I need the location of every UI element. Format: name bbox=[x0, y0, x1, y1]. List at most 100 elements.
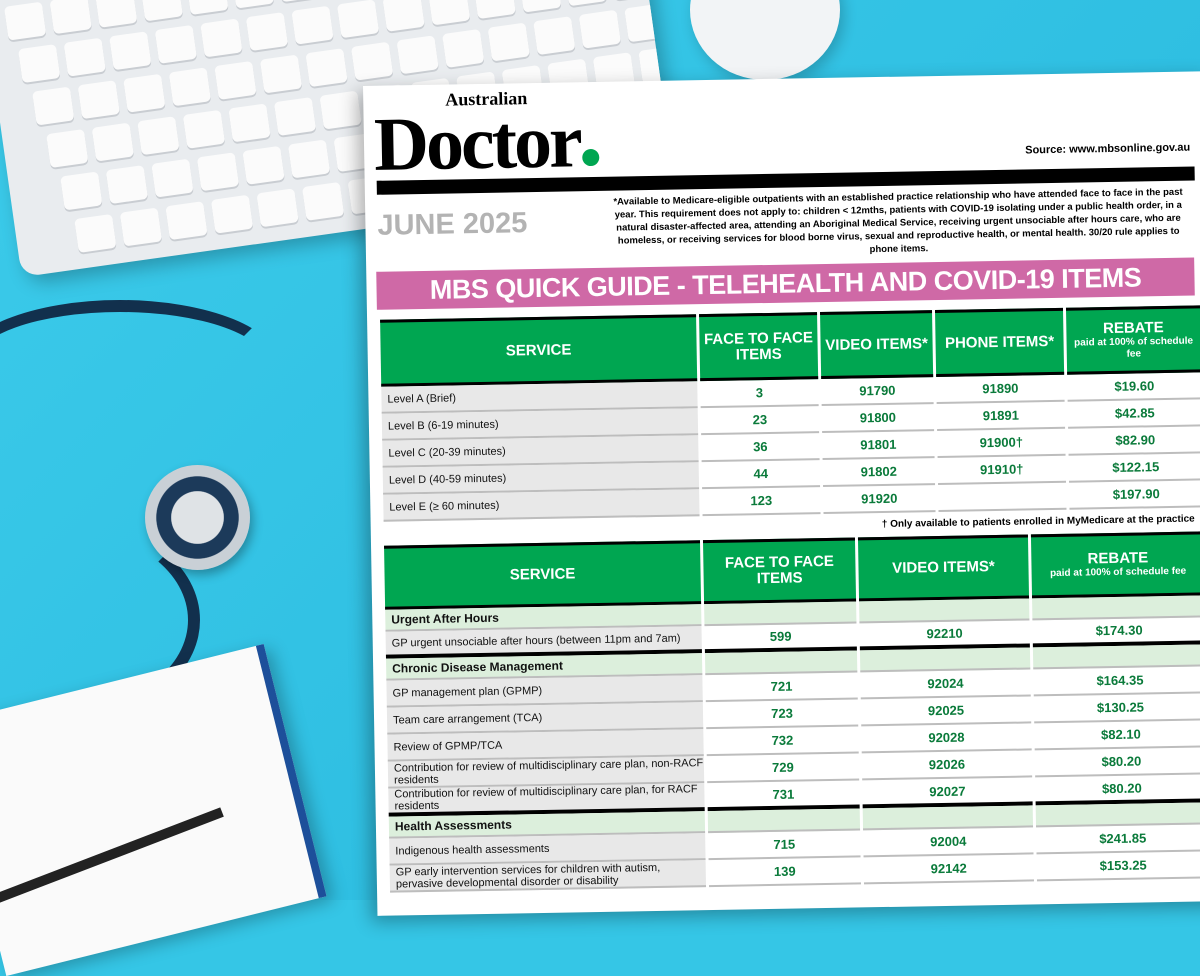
keyboard-key bbox=[487, 22, 530, 62]
service-cell: GP early intervention services for child… bbox=[389, 860, 707, 893]
col-header: SERVICE bbox=[380, 314, 698, 387]
keyboard-key bbox=[140, 0, 183, 22]
keyboard-key bbox=[151, 158, 194, 198]
value-cell: 729 bbox=[706, 753, 860, 784]
value-cell: 723 bbox=[705, 699, 859, 730]
keyboard-key bbox=[578, 9, 622, 49]
keyboard-key bbox=[210, 194, 254, 234]
keyboard-key bbox=[564, 0, 608, 7]
value-cell: 92142 bbox=[863, 854, 1034, 885]
value-cell: 91910† bbox=[937, 455, 1067, 486]
telehealth-table: SERVICE FACE TO FACE ITEMS VIDEO ITEMS* … bbox=[377, 305, 1200, 522]
value-cell: 91800 bbox=[821, 404, 935, 434]
keyboard-key bbox=[319, 90, 362, 130]
value-cell: 91920 bbox=[823, 485, 936, 515]
section-cell bbox=[859, 598, 1030, 624]
keyboard-key bbox=[3, 1, 47, 41]
keyboard-key bbox=[109, 31, 152, 71]
value-cell: $122.15 bbox=[1068, 453, 1200, 483]
keyboard-key bbox=[336, 0, 380, 39]
value-cell: 92027 bbox=[862, 777, 1033, 809]
section-cell bbox=[704, 601, 857, 627]
logo-dot bbox=[581, 148, 600, 167]
page-title: MBS QUICK GUIDE - TELEHEALTH AND COVID-1… bbox=[376, 257, 1195, 310]
value-cell: $42.85 bbox=[1067, 399, 1200, 429]
keyboard-key bbox=[287, 139, 331, 179]
section-cell bbox=[859, 647, 1031, 673]
value-cell: 36 bbox=[701, 433, 820, 463]
items-table: SERVICE FACE TO FACE ITEMS VIDEO ITEMS* … bbox=[381, 531, 1200, 893]
keyboard-key bbox=[519, 0, 562, 13]
value-cell: $80.20 bbox=[1034, 747, 1200, 778]
keyboard-key bbox=[291, 5, 334, 45]
keyboard-key bbox=[18, 44, 61, 84]
value-cell: 721 bbox=[705, 672, 858, 703]
value-cell: 23 bbox=[700, 406, 820, 436]
value-cell: 91891 bbox=[936, 401, 1066, 432]
section-cell bbox=[1032, 595, 1200, 621]
source: Source: www.mbsonline.gov.au bbox=[1025, 141, 1191, 157]
col-header: FACE TO FACE ITEMS bbox=[699, 312, 819, 382]
keyboard-key bbox=[137, 116, 180, 156]
keyboard-key bbox=[427, 0, 471, 26]
value-cell: 731 bbox=[707, 780, 860, 812]
value-cell: $130.25 bbox=[1033, 693, 1200, 724]
value-cell: $174.30 bbox=[1032, 617, 1200, 648]
logo: Doctor bbox=[373, 99, 600, 187]
keyboard-key bbox=[196, 152, 240, 192]
value-cell: $197.90 bbox=[1069, 480, 1200, 510]
keyboard-key bbox=[259, 54, 303, 94]
value-cell: $82.10 bbox=[1034, 720, 1200, 751]
keyboard-key bbox=[95, 0, 138, 28]
value-cell: 92004 bbox=[863, 827, 1034, 858]
value-cell: 92024 bbox=[860, 669, 1031, 700]
value-cell: 139 bbox=[708, 857, 862, 888]
value-cell: 91801 bbox=[822, 431, 935, 461]
keyboard-key bbox=[442, 28, 485, 68]
section-cell bbox=[1035, 802, 1200, 828]
keyboard-key bbox=[77, 80, 120, 120]
keyboard-key bbox=[242, 145, 285, 185]
keyboard-key bbox=[119, 207, 163, 247]
value-cell: 91890 bbox=[936, 374, 1065, 405]
keyboard-key bbox=[91, 122, 135, 162]
keyboard-key bbox=[123, 73, 166, 113]
value-cell: 92210 bbox=[859, 620, 1030, 651]
keyboard-key bbox=[214, 60, 257, 100]
col-header: FACE TO FACE ITEMS bbox=[702, 537, 857, 605]
value-cell: $164.35 bbox=[1033, 666, 1200, 697]
keyboard-key bbox=[473, 0, 516, 20]
section-cell bbox=[704, 650, 858, 676]
value-cell: 599 bbox=[704, 623, 857, 654]
keyboard-key bbox=[231, 0, 275, 9]
col-header: PHONE ITEMS* bbox=[934, 307, 1065, 378]
keyboard-key bbox=[32, 86, 75, 126]
keyboard-key bbox=[382, 0, 425, 32]
keyboard-key bbox=[245, 12, 289, 52]
keyboard-key bbox=[165, 201, 208, 241]
keyboard-key bbox=[533, 16, 576, 56]
mbs-guide-document: Australian Doctor Source: www.mbsonline.… bbox=[363, 71, 1200, 916]
tables-container: SERVICE FACE TO FACE ITEMS VIDEO ITEMS* … bbox=[377, 305, 1200, 893]
value-cell: 3 bbox=[700, 379, 819, 409]
value-cell: $19.60 bbox=[1067, 372, 1200, 402]
disclaimer: *Available to Medicare-eligible outpatie… bbox=[613, 186, 1183, 256]
keyboard-key bbox=[60, 171, 103, 211]
col-header: REBATE paid at 100% of schedule fee bbox=[1030, 531, 1200, 599]
section-cell bbox=[862, 805, 1034, 831]
value-cell: 91790 bbox=[821, 377, 934, 407]
date: JUNE 2025 bbox=[377, 207, 528, 242]
stethoscope-chestpiece bbox=[145, 465, 250, 570]
section-cell bbox=[1032, 644, 1200, 670]
keyboard-key bbox=[182, 109, 226, 149]
keyboard-key bbox=[301, 181, 345, 221]
value-cell: 91900† bbox=[937, 428, 1066, 459]
value-cell: 92028 bbox=[861, 723, 1032, 754]
keyboard-key bbox=[46, 129, 89, 168]
keyboard-key bbox=[228, 103, 271, 143]
section-cell bbox=[707, 808, 861, 834]
keyboard-key bbox=[186, 0, 229, 15]
value-cell: 44 bbox=[701, 460, 821, 490]
keyboard-key bbox=[273, 97, 317, 136]
keyboard-key bbox=[256, 188, 299, 228]
